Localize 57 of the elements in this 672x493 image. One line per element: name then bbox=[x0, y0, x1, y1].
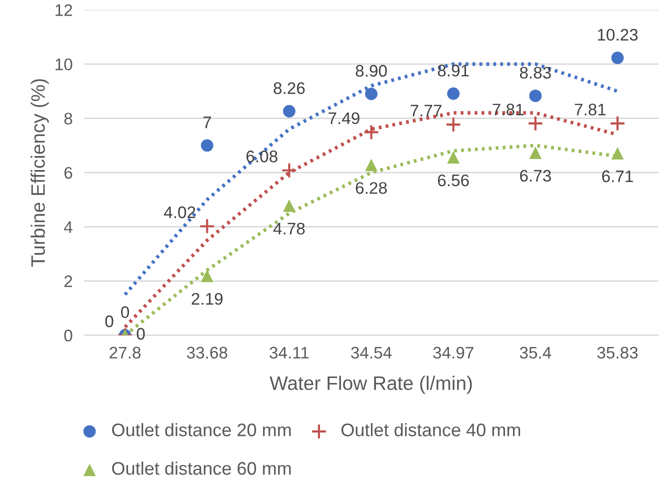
point bbox=[200, 139, 214, 152]
x-tick-label: 35.4 bbox=[520, 346, 552, 359]
point bbox=[447, 87, 460, 100]
legend-label: Outlet distance 20 mm bbox=[112, 423, 291, 436]
x-tick-label: 33.68 bbox=[186, 346, 228, 359]
point bbox=[610, 115, 626, 132]
y-axis-title: Turbine Efficiency (%) bbox=[30, 79, 49, 267]
point bbox=[447, 151, 460, 164]
data-label: 0 bbox=[121, 306, 130, 318]
point bbox=[200, 270, 214, 282]
point bbox=[282, 105, 296, 118]
y-tick-label: 12 bbox=[56, 4, 72, 16]
y-tick-label: 6 bbox=[64, 166, 72, 179]
point bbox=[445, 116, 462, 133]
x-axis-title: Water Flow Rate (l/min) bbox=[270, 376, 472, 394]
data-label: 6.73 bbox=[520, 170, 551, 182]
data-label: 8.90 bbox=[356, 64, 387, 77]
y-tick-label: 0 bbox=[64, 330, 72, 342]
data-label: 6.28 bbox=[356, 182, 387, 194]
data-label: 7.77 bbox=[410, 104, 442, 116]
legend-label: Outlet distance 40 mm bbox=[341, 423, 520, 436]
point bbox=[529, 90, 542, 102]
point bbox=[365, 88, 378, 100]
data-label: 0 bbox=[136, 328, 145, 340]
x-tick-label: 35.83 bbox=[597, 346, 638, 359]
data-label: 8.91 bbox=[438, 64, 469, 76]
x-tick-label: 34.11 bbox=[270, 346, 309, 359]
point bbox=[282, 199, 296, 212]
data-label: 7.49 bbox=[328, 112, 360, 124]
point bbox=[199, 218, 216, 234]
point bbox=[527, 115, 544, 132]
data-label: 4.78 bbox=[273, 222, 305, 235]
point bbox=[529, 146, 542, 159]
x-tick-label: 34.54 bbox=[351, 346, 392, 359]
data-label: 7.81 bbox=[492, 104, 524, 116]
point bbox=[611, 52, 624, 64]
data-label: 7.81 bbox=[574, 104, 606, 116]
y-tick-label: 10 bbox=[56, 58, 72, 70]
y-tick-label: 2 bbox=[64, 275, 72, 288]
data-label: 0 bbox=[105, 315, 114, 328]
x-tick-label: 34.97 bbox=[433, 346, 474, 359]
data-label: 6.71 bbox=[602, 170, 633, 182]
data-label: 2.19 bbox=[192, 292, 223, 305]
point bbox=[281, 162, 298, 178]
data-label: 10.23 bbox=[598, 28, 638, 41]
data-label: 8.83 bbox=[520, 66, 551, 79]
point bbox=[363, 124, 380, 140]
point bbox=[611, 147, 624, 160]
legend-label: Outlet distance 60 mm bbox=[112, 462, 291, 475]
point bbox=[365, 158, 378, 172]
y-tick-label: 8 bbox=[64, 112, 72, 125]
y-tick-label: 4 bbox=[64, 221, 72, 233]
data-label: 7 bbox=[203, 116, 211, 128]
data-label: 8.26 bbox=[274, 82, 305, 94]
x-tick-label: 27.8 bbox=[110, 346, 141, 359]
data-label: 6.56 bbox=[438, 174, 469, 186]
data-label: 4.02 bbox=[164, 206, 196, 218]
